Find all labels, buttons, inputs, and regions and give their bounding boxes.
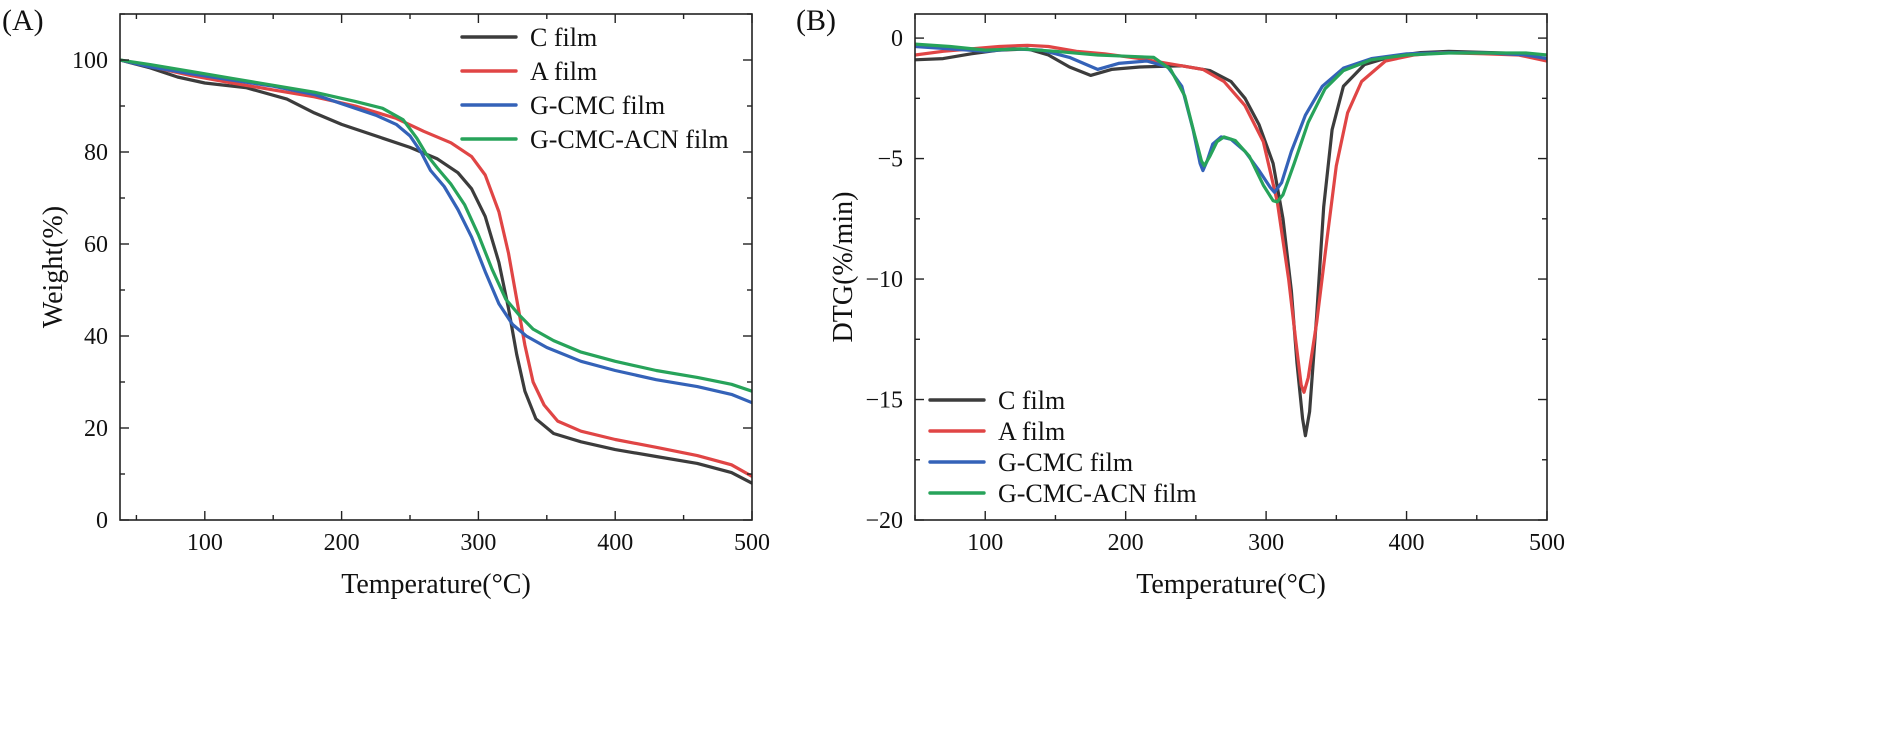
x-axis-title: Temperature(°C) [341,569,531,600]
legend-label: G-CMC-ACN film [998,479,1197,508]
y-tick-label: −15 [865,388,903,414]
y-tick-label: 80 [84,140,108,166]
x-tick-label: 500 [734,530,770,556]
chart-panel-a: (A) 100 200 300 400 500 0 20 40 60 80 100 Temperatur… [2,4,770,600]
series-line-g-cmc-film [915,44,1547,194]
y-tick-label: 0 [96,508,108,534]
y-tick-label: 100 [72,48,108,74]
x-tick-label: 400 [597,530,633,556]
x-tick-label: 300 [1248,530,1284,556]
y-axis-title: DTG(%/min) [828,192,859,343]
panel-label: (B) [796,4,836,37]
y-tick-label: 40 [84,324,108,350]
x-tick-label: 400 [1389,530,1425,556]
y-axis-title: Weight(%) [38,206,69,328]
x-axis-title: Temperature(°C) [1136,569,1326,600]
x-tick-label: 300 [460,530,496,556]
y-tick-label: −5 [877,147,903,173]
x-tick-label: 500 [1529,530,1565,556]
series-line-g-cmc-acn-film [120,58,752,393]
x-tick-label: 100 [187,530,223,556]
legend-label: C film [998,386,1065,415]
y-tick-label: −10 [865,267,903,293]
series-line-a-film [915,43,1547,394]
series-group [120,58,752,485]
legend: C film A film G-CMC film G-CMC-ACN film [460,23,729,154]
x-tick-label: 100 [967,530,1003,556]
y-tick-label: 20 [84,416,108,442]
y-tick-label: 0 [891,26,903,52]
series-line-c-film [915,47,1547,438]
plot-frame [119,13,753,521]
y-tick-label: −20 [865,508,903,534]
legend-label: C film [530,23,597,52]
x-tick-label: 200 [1108,530,1144,556]
legend-label: G-CMC film [998,448,1133,477]
legend-label: A film [530,57,597,86]
series-line-g-cmc-acn-film [915,42,1547,204]
chart-panel-b: (B) 100 200 300 400 500 0 −5 −10 −15 −20 Temperatur… [796,4,1565,600]
series-group [915,42,1547,438]
y-tick-label: 60 [84,232,108,258]
series-line-a-film [120,58,752,478]
series-line-c-film [120,58,752,485]
x-tick-label: 200 [324,530,360,556]
legend-label: A film [998,417,1065,446]
legend-label: G-CMC film [530,91,665,120]
plot-frame [914,13,1548,521]
panel-label: (A) [2,4,44,37]
legend-label: G-CMC-ACN film [530,125,729,154]
